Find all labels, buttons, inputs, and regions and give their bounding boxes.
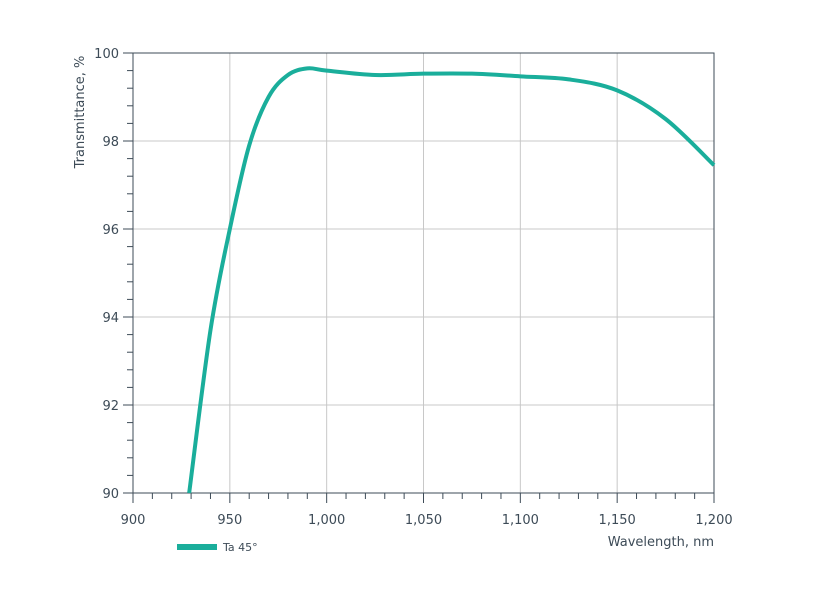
x-axis-label: Wavelength, nm [608, 535, 714, 550]
x-tick-label: 1,150 [599, 513, 636, 528]
x-tick-label: 950 [217, 513, 242, 528]
x-tick-label: 1,200 [695, 513, 732, 528]
y-tick-label: 100 [94, 47, 119, 62]
x-tick-label: 1,100 [502, 513, 539, 528]
x-tick-label: 1,050 [405, 513, 442, 528]
y-tick-label: 92 [102, 399, 119, 414]
x-tick-label: 900 [121, 513, 146, 528]
legend-label: Ta 45° [222, 541, 258, 554]
y-tick-label: 94 [102, 311, 119, 326]
x-tick-label: 1,000 [308, 513, 345, 528]
y-tick-label: 96 [102, 223, 119, 238]
y-tick-label: 98 [102, 135, 119, 150]
y-tick-label: 90 [102, 487, 119, 502]
data-line [187, 66, 716, 494]
plot-frame [132, 52, 715, 494]
y-axis-label: Transmittance, % [73, 56, 88, 170]
legend-swatch [177, 544, 217, 550]
